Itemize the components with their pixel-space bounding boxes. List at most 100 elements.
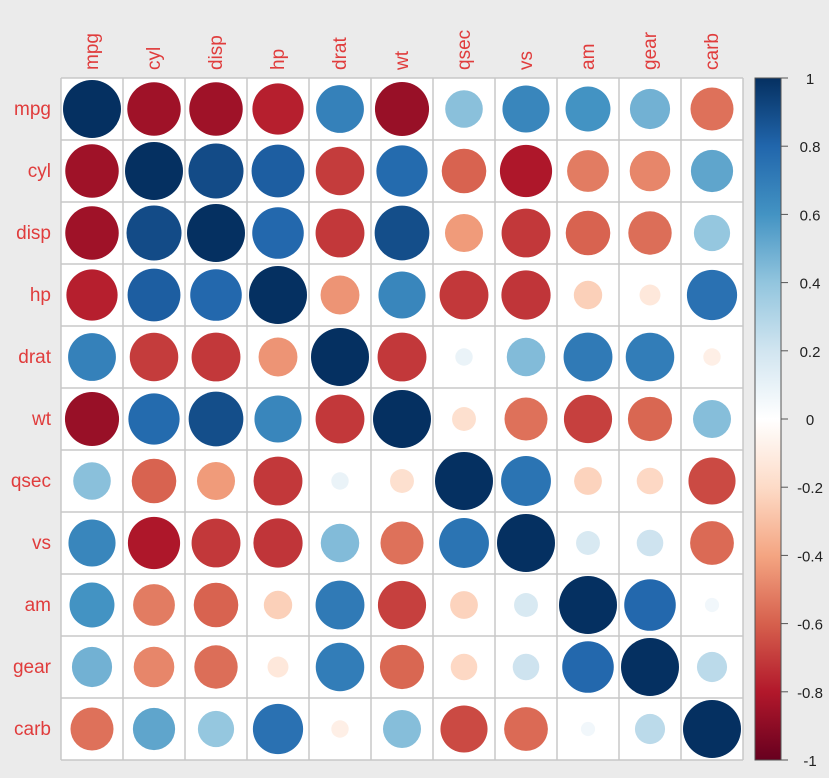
corr-wt-disp	[188, 391, 244, 447]
corr-disp-qsec	[444, 213, 484, 253]
row-label-vs: vs	[32, 533, 51, 554]
corr-wt-am	[563, 394, 613, 444]
corr-hp-cyl	[127, 268, 181, 322]
corr-vs-am	[576, 531, 600, 555]
corr-disp-carb	[693, 214, 731, 252]
corr-vs-disp	[191, 518, 241, 568]
corr-am-carb	[704, 597, 720, 613]
colorbar-tick-label: 1	[806, 71, 814, 88]
corr-am-hp	[263, 590, 293, 620]
corr-carb-am	[580, 721, 596, 737]
corr-gear-mpg	[71, 646, 113, 688]
corr-vs-gear	[636, 529, 664, 557]
corr-vs-wt	[380, 521, 424, 565]
corr-wt-carb	[692, 399, 732, 439]
corr-qsec-mpg	[73, 462, 111, 500]
corr-hp-am	[573, 280, 603, 310]
corr-wt-gear	[627, 396, 673, 442]
corr-disp-am	[565, 210, 611, 256]
corr-cyl-vs	[499, 144, 553, 198]
corr-gear-carb	[696, 651, 728, 683]
corr-qsec-vs	[501, 456, 551, 506]
corr-cyl-carb	[690, 149, 734, 193]
corr-qsec-hp	[253, 456, 303, 506]
corr-disp-gear	[628, 211, 672, 255]
corr-qsec-gear	[636, 467, 664, 495]
corr-am-qsec	[450, 591, 478, 619]
corr-mpg-carb	[690, 87, 734, 131]
corr-am-cyl	[133, 584, 175, 626]
corr-cyl-drat	[315, 146, 365, 196]
corr-carb-wt	[382, 709, 422, 749]
corr-qsec-drat	[331, 472, 349, 490]
corr-am-wt	[377, 580, 427, 630]
corr-mpg-gear	[629, 88, 671, 130]
row-label-wt: wt	[31, 409, 52, 430]
corr-gear-gear	[621, 638, 679, 696]
matrix-grid	[60, 77, 744, 761]
corr-hp-gear	[639, 284, 661, 306]
corr-drat-hp	[258, 337, 298, 377]
corr-drat-wt	[377, 332, 427, 382]
corr-qsec-cyl	[131, 458, 177, 504]
corr-hp-qsec	[439, 270, 489, 320]
colorbar-tick-label: 0.8	[800, 139, 821, 156]
corr-mpg-vs	[502, 85, 550, 133]
corr-cyl-disp	[188, 143, 244, 199]
corr-cyl-hp	[251, 144, 305, 198]
corr-mpg-qsec	[445, 90, 483, 128]
col-label-drat: drat	[330, 37, 351, 70]
corr-vs-mpg	[68, 519, 116, 567]
corr-mpg-mpg	[63, 80, 121, 138]
column-labels: mpg cyl disp hp drat wt qsec vs am gear carb	[82, 30, 723, 71]
colorbar	[754, 77, 782, 761]
corr-qsec-am	[574, 467, 602, 495]
corr-drat-qsec	[455, 348, 473, 366]
col-label-disp: disp	[206, 35, 227, 70]
col-label-mpg: mpg	[82, 33, 103, 70]
corr-hp-carb	[686, 269, 738, 321]
row-label-mpg: mpg	[14, 99, 51, 120]
row-labels: mpg cyl disp hp drat wt qsec vs am gear carb	[11, 99, 52, 740]
corr-disp-cyl	[126, 205, 182, 261]
colorbar-tick-label: 0.2	[800, 344, 821, 361]
corr-vs-carb	[690, 521, 734, 565]
corr-mpg-cyl	[127, 82, 181, 136]
corr-hp-drat	[320, 275, 360, 315]
corr-carb-mpg	[70, 707, 114, 751]
colorbar-tick-label: -0.8	[797, 685, 823, 702]
corr-drat-gear	[625, 332, 675, 382]
corr-qsec-carb	[688, 457, 736, 505]
colorbar-ticks: 1 0.8 0.6 0.4 0.2 0 -0.2 -0.4 -0.6 -0.8 -1	[781, 71, 823, 770]
corr-carb-drat	[331, 720, 349, 738]
colorbar-tick-label: -1	[803, 753, 816, 770]
corr-mpg-disp	[189, 82, 243, 136]
corr-carb-gear	[634, 713, 666, 745]
row-label-carb: carb	[14, 719, 51, 740]
corr-drat-disp	[191, 332, 241, 382]
corr-wt-vs	[504, 397, 548, 441]
corr-drat-carb	[703, 348, 721, 366]
corr-gear-hp	[267, 656, 289, 678]
col-label-vs: vs	[516, 51, 537, 70]
corr-wt-cyl	[128, 393, 180, 445]
col-label-gear: gear	[640, 31, 661, 70]
corr-wt-drat	[315, 394, 365, 444]
corr-qsec-wt	[390, 469, 414, 493]
corr-qsec-disp	[196, 461, 236, 501]
corr-wt-hp	[254, 395, 302, 443]
col-label-carb: carb	[702, 33, 723, 70]
corr-qsec-qsec	[435, 452, 493, 510]
corr-gear-wt	[379, 644, 425, 690]
corr-carb-hp	[252, 703, 304, 755]
colorbar-tick-label: -0.6	[797, 617, 823, 634]
corr-hp-disp	[190, 269, 242, 321]
corr-carb-vs	[504, 707, 548, 751]
colorbar-tick-label: -0.4	[797, 548, 823, 565]
corr-carb-carb	[683, 700, 741, 758]
corr-cyl-am	[567, 150, 609, 192]
colorbar-tick-label: 0.4	[800, 276, 821, 293]
corr-cyl-wt	[376, 145, 428, 197]
corr-drat-cyl	[129, 332, 179, 382]
